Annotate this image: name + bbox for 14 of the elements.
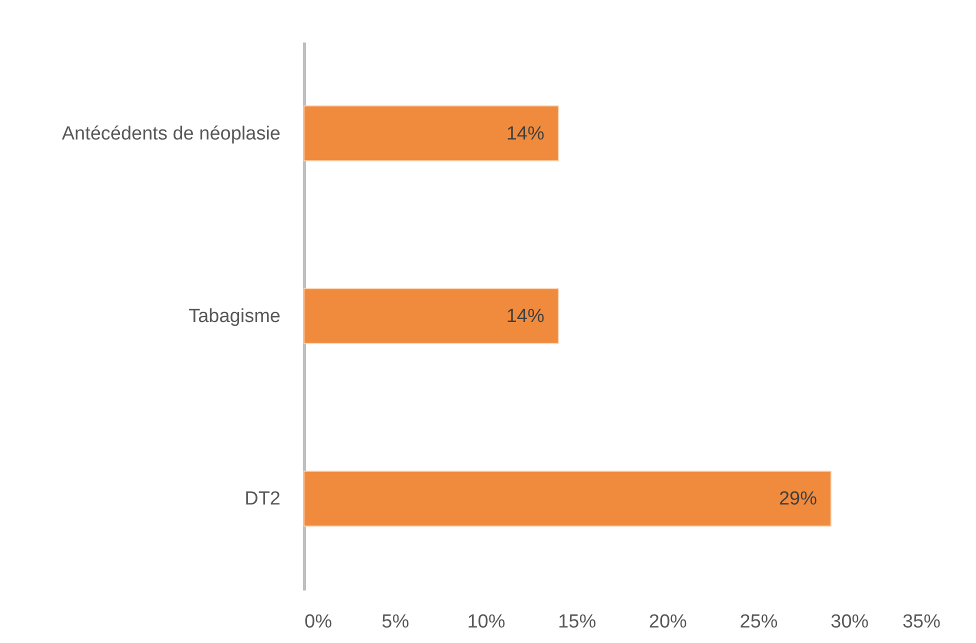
- y-tick-label: Tabagisme: [188, 306, 280, 327]
- x-tick-label: 10%: [467, 612, 506, 632]
- data-label: 29%: [778, 488, 818, 510]
- x-tick-label: 25%: [740, 612, 778, 632]
- x-tick-label: 5%: [382, 612, 410, 632]
- x-tick-label: 30%: [830, 612, 869, 632]
- x-tick-label: 20%: [648, 612, 688, 632]
- data-label: 14%: [506, 123, 545, 144]
- x-tick-label: 15%: [558, 612, 596, 632]
- data-label: 14%: [506, 306, 545, 327]
- y-tick-label: DT2: [244, 488, 280, 510]
- x-tick-label: 0%: [304, 612, 332, 632]
- x-tick-label: 35%: [902, 612, 941, 632]
- y-tick-label: Antécédents de néoplasie: [62, 123, 280, 144]
